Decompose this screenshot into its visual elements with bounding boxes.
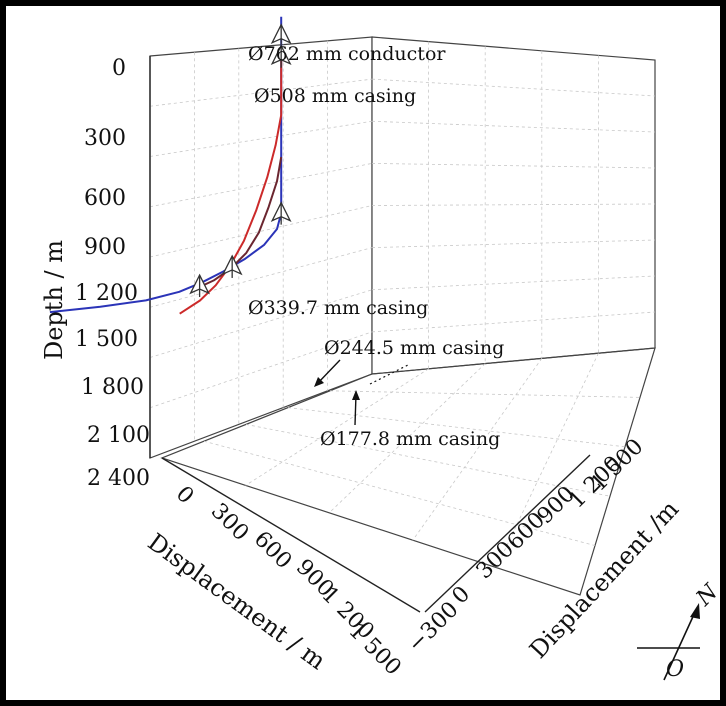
depth-tick-label: 600	[84, 186, 126, 211]
depth-tick-label: 300	[84, 126, 126, 151]
annotation-casing-339: Ø339.7 mm casing	[248, 297, 428, 319]
back-wall-grid-line	[371, 203, 656, 206]
casing-annotations: Ø762 mm conductor Ø508 mm casing Ø339.7 …	[248, 43, 504, 450]
depth-axis-label: Depth / m	[40, 240, 68, 360]
annotation-casing-244: Ø244.5 mm casing	[324, 337, 504, 359]
depth-tick-label: 1 200	[75, 281, 138, 306]
back-wall-grid-line	[371, 120, 656, 133]
left-wall-grid-line	[149, 205, 373, 258]
back-wall-grid-line	[371, 311, 656, 333]
annotation-casing-177: Ø177.8 mm casing	[320, 428, 500, 450]
displacement-y-tick-labels: −300 0 300 600 900 1 200 1 500	[403, 434, 648, 657]
casing-shoe-marker	[270, 23, 292, 47]
depth-tick-label: 2 400	[87, 466, 150, 491]
back-wall-grid-line	[371, 239, 656, 249]
floor-grid-line	[287, 407, 626, 448]
casing-shoe-marker	[270, 201, 292, 225]
casing-shoe-marker	[270, 44, 292, 68]
floor-grid-line	[203, 440, 596, 546]
left-wall-grid-line	[149, 162, 373, 208]
grid-lines	[149, 40, 656, 568]
annotation-pointer-244-head	[314, 377, 324, 387]
depth-tick-label: 0	[112, 56, 126, 81]
annotation-pointer-177-head	[352, 390, 360, 400]
compass-diagonal-line	[663, 609, 697, 681]
north-arrow-icon	[690, 603, 700, 619]
annotation-conductor: Ø762 mm conductor	[248, 43, 446, 65]
back-wall-grid-line	[371, 78, 656, 97]
displacement-x-axis-line	[161, 457, 421, 613]
displacement-x-tick-label: 300	[206, 499, 253, 546]
floor-grid-line	[245, 424, 611, 497]
casing-markers	[189, 23, 292, 298]
displacement-x-tick-label: 0	[171, 482, 199, 510]
annotation-casing-508: Ø508 mm casing	[254, 85, 416, 107]
left-wall-grid-line	[149, 289, 373, 358]
floor-plane	[160, 347, 656, 596]
back-wall-grid-line	[371, 162, 656, 169]
compass-north-label: N	[691, 579, 724, 612]
back-wall-grid-line	[371, 275, 656, 291]
floor-grid-line	[412, 358, 543, 541]
casing-shoe-marker	[221, 254, 243, 278]
left-wall-grid-line	[149, 247, 373, 308]
floor-grid-line	[329, 390, 641, 398]
displacement-y-axis-line	[424, 454, 591, 613]
compass-origin-label: O	[666, 657, 684, 682]
left-wall-grid-line	[149, 78, 373, 107]
wellbore-trajectory-line	[199, 156, 283, 288]
depth-tick-label: 900	[84, 235, 126, 260]
floor-grid-line	[245, 368, 429, 486]
depth-tick-label: 1 800	[81, 375, 144, 400]
axis-lines	[149, 56, 591, 613]
compass: N O	[637, 579, 724, 682]
displacement-y-tick-label: −300	[403, 597, 463, 657]
depth-tick-label: 1 500	[75, 327, 138, 352]
displacement-x-axis-label: Displacement / m	[143, 528, 331, 676]
depth-tick-labels: 0 300 600 900 1 200 1 500 1 800 2 100 2 …	[75, 56, 150, 491]
left-wall-grid-line	[149, 120, 373, 157]
depth-tick-label: 2 100	[87, 423, 150, 448]
casing-shoe-marker	[189, 273, 211, 298]
